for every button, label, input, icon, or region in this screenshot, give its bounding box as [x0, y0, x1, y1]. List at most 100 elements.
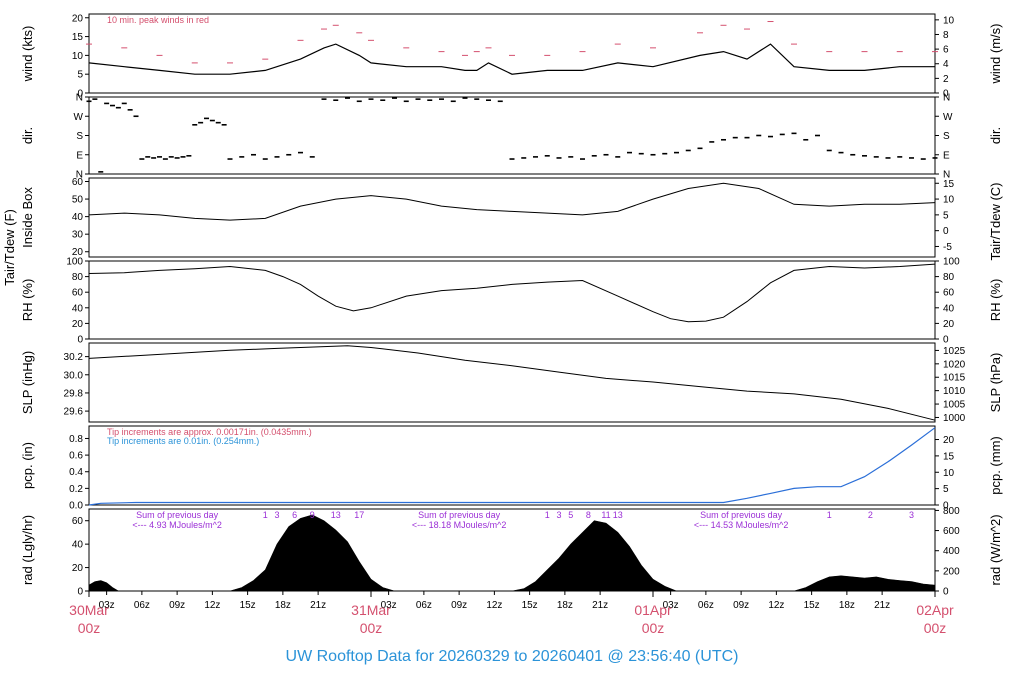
wind-ylabel-right: wind (m/s) [988, 24, 1003, 85]
time-hour-label: 09z [169, 600, 185, 611]
time-day-hour: 00z [360, 620, 383, 636]
time-hour-label: 12z [768, 600, 784, 611]
rh-left-tick-label: 20 [72, 319, 84, 330]
time-day-date: 01Apr [634, 602, 672, 618]
rad-hour-mark: 13 [331, 510, 341, 520]
pcp-note-coarse: Tip increments are 0.01in. (0.254mm.) [107, 436, 259, 446]
pcp-right-tick-label: 5 [943, 484, 949, 495]
rad-left-tick-label: 20 [72, 563, 84, 574]
pcp-right-tick-label: 15 [943, 451, 955, 462]
temp-right-tick-label: -5 [943, 242, 952, 253]
dir-right-tick-label: N [943, 170, 950, 181]
slp-left-tick-label: 30.0 [64, 370, 84, 381]
rad-right-tick-label: 800 [943, 506, 960, 517]
slp-right-tick-label: 1020 [943, 359, 966, 370]
rad-hour-mark: 5 [568, 510, 573, 520]
rad-right-tick-label: 0 [943, 587, 949, 598]
rh-left-tick-label: 0 [77, 335, 83, 346]
rad-day-sum-value: <--- 14.53 MJoules/m^2 [694, 520, 789, 530]
slp-right-tick-label: 1000 [943, 413, 966, 424]
rad-day-sum-title: Sum of previous day [418, 510, 501, 520]
dir-left-tick-label: S [76, 131, 83, 142]
rh-left-tick-label: 60 [72, 288, 84, 299]
rad-hour-mark: 1 [827, 510, 832, 520]
time-hour-label: 18z [557, 600, 573, 611]
rad-day-sum-title: Sum of previous day [136, 510, 219, 520]
time-hour-label: 21z [592, 600, 608, 611]
slp-panel [88, 342, 936, 423]
slp-right-tick-label: 1025 [943, 346, 966, 357]
rad-hour-mark: 9 [310, 510, 315, 520]
time-hour-label: 21z [310, 600, 326, 611]
direction-panel [88, 96, 936, 175]
slp-left-tick-label: 29.8 [64, 388, 84, 399]
dir-right-tick-label: N [943, 93, 950, 104]
rh-right-tick-label: 40 [943, 303, 955, 314]
temp-left-tick-label: 50 [72, 195, 84, 206]
temp-right-tick-label: 10 [943, 195, 955, 206]
temp-ylabel-right: Tair/Tdew (C) [988, 182, 1003, 260]
temp-ylabel-left2: Inside Box [20, 187, 35, 248]
time-day-hour: 00z [924, 620, 947, 636]
temp-line [88, 182, 936, 221]
temperature-panel [88, 177, 936, 258]
wind-left-tick-label: 5 [77, 70, 83, 81]
rad-hour-mark: 3 [274, 510, 279, 520]
wind-right-tick-label: 0 [943, 89, 949, 100]
rad-hour-mark: 8 [586, 510, 591, 520]
dir-right-tick-label: W [943, 112, 953, 123]
rad-hour-mark: 2 [868, 510, 873, 520]
time-hour-label: 03z [663, 600, 679, 611]
pcp-line [88, 427, 936, 506]
time-hour-label: 18z [275, 600, 291, 611]
rad-hour-mark: 1 [545, 510, 550, 520]
rad-ylabel-right: rad (W/m^2) [988, 514, 1003, 585]
dir-left-tick-label: E [76, 150, 83, 161]
time-hour-label: 12z [204, 600, 220, 611]
time-day-date: 31Mar [351, 602, 391, 618]
temp-left-tick-label: 60 [72, 177, 84, 188]
rad-day-sum-value: <--- 18.18 MJoules/m^2 [412, 520, 507, 530]
temp-right-tick-label: 5 [943, 210, 949, 221]
dir-left-tick-label: W [74, 112, 84, 123]
dir-ylabel-right: dir. [988, 127, 1003, 144]
rad-hour-mark: 3 [909, 510, 914, 520]
slp-left-tick-label: 30.2 [64, 352, 84, 363]
pcp-panel [88, 425, 936, 506]
rh-ylabel-right: RH (%) [988, 279, 1003, 322]
rad-hour-mark: 13 [613, 510, 623, 520]
pcp-left-tick-label: 0.8 [69, 434, 83, 445]
wind-left-tick-label: 15 [72, 32, 84, 43]
rad-hour-mark: 17 [354, 510, 364, 520]
rad-left-tick-label: 0 [77, 587, 83, 598]
rh-right-tick-label: 20 [943, 319, 955, 330]
time-hour-label: 15z [240, 600, 256, 611]
rad-ylabel-left: rad (Lgly/hr) [20, 515, 35, 585]
rad-area [88, 514, 936, 592]
temp-left-tick-label: 20 [72, 247, 84, 258]
wind-right-tick-label: 8 [943, 30, 949, 41]
slp-line [88, 345, 936, 421]
slp-left-tick-label: 29.6 [64, 407, 84, 418]
slp-ylabel-left: SLP (inHg) [20, 351, 35, 414]
rh-left-tick-label: 80 [72, 272, 84, 283]
time-hour-label: 06z [698, 600, 714, 611]
pcp-ylabel-right: pcp. (mm) [988, 436, 1003, 495]
time-hour-label: 09z [451, 600, 467, 611]
time-hour-label: 03z [99, 600, 115, 611]
dir-right-tick-label: E [943, 150, 950, 161]
wind-left-tick-label: 20 [72, 13, 84, 24]
pcp-left-tick-label: 0.0 [69, 501, 83, 512]
time-hour-label: 21z [874, 600, 890, 611]
pcp-right-tick-label: 20 [943, 435, 955, 446]
dir-left-tick-label: N [76, 170, 83, 181]
temp-right-tick-label: 15 [943, 179, 955, 190]
rh-right-tick-label: 60 [943, 288, 955, 299]
time-hour-label: 18z [839, 600, 855, 611]
dir-left-tick-label: N [76, 93, 83, 104]
rad-day-sum-value: <--- 4.93 MJoules/m^2 [132, 520, 222, 530]
rh-line [88, 263, 936, 323]
pcp-right-tick-label: 0 [943, 501, 949, 512]
time-day-hour: 00z [642, 620, 665, 636]
